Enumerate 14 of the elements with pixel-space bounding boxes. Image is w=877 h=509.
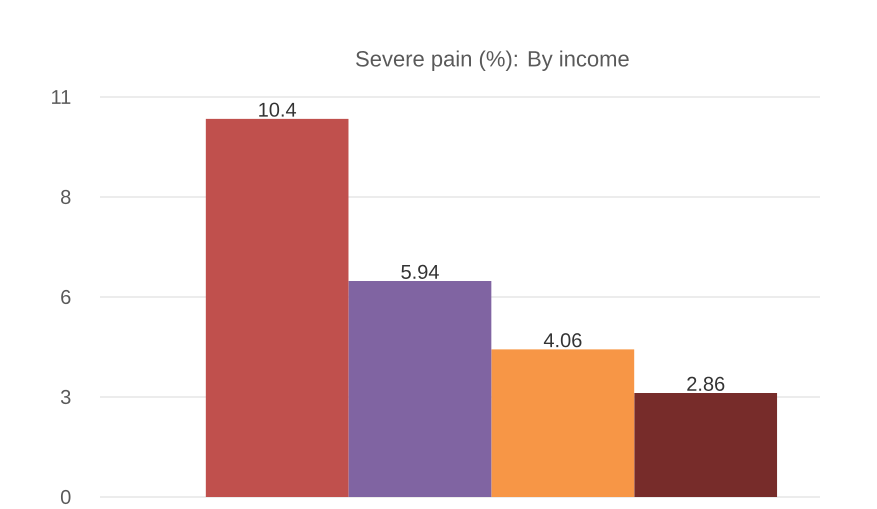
data-label: 10.4 — [259, 102, 296, 117]
y-tick-label: 0 — [60, 490, 71, 504]
y-tick-label: 8 — [61, 190, 70, 204]
bar — [492, 350, 634, 498]
y-tick-label: 11 — [52, 90, 70, 104]
bar — [634, 393, 778, 498]
bar — [206, 119, 348, 498]
data-label: 4.06 — [544, 333, 582, 348]
y-tick-label: 3 — [60, 390, 70, 404]
y-tick-label: 6 — [61, 290, 70, 304]
data-label: 2.86 — [687, 377, 724, 392]
data-label: 5.94 — [401, 265, 439, 280]
chart-title: Severe pain (%): By income — [356, 50, 629, 72]
bar — [348, 281, 492, 498]
